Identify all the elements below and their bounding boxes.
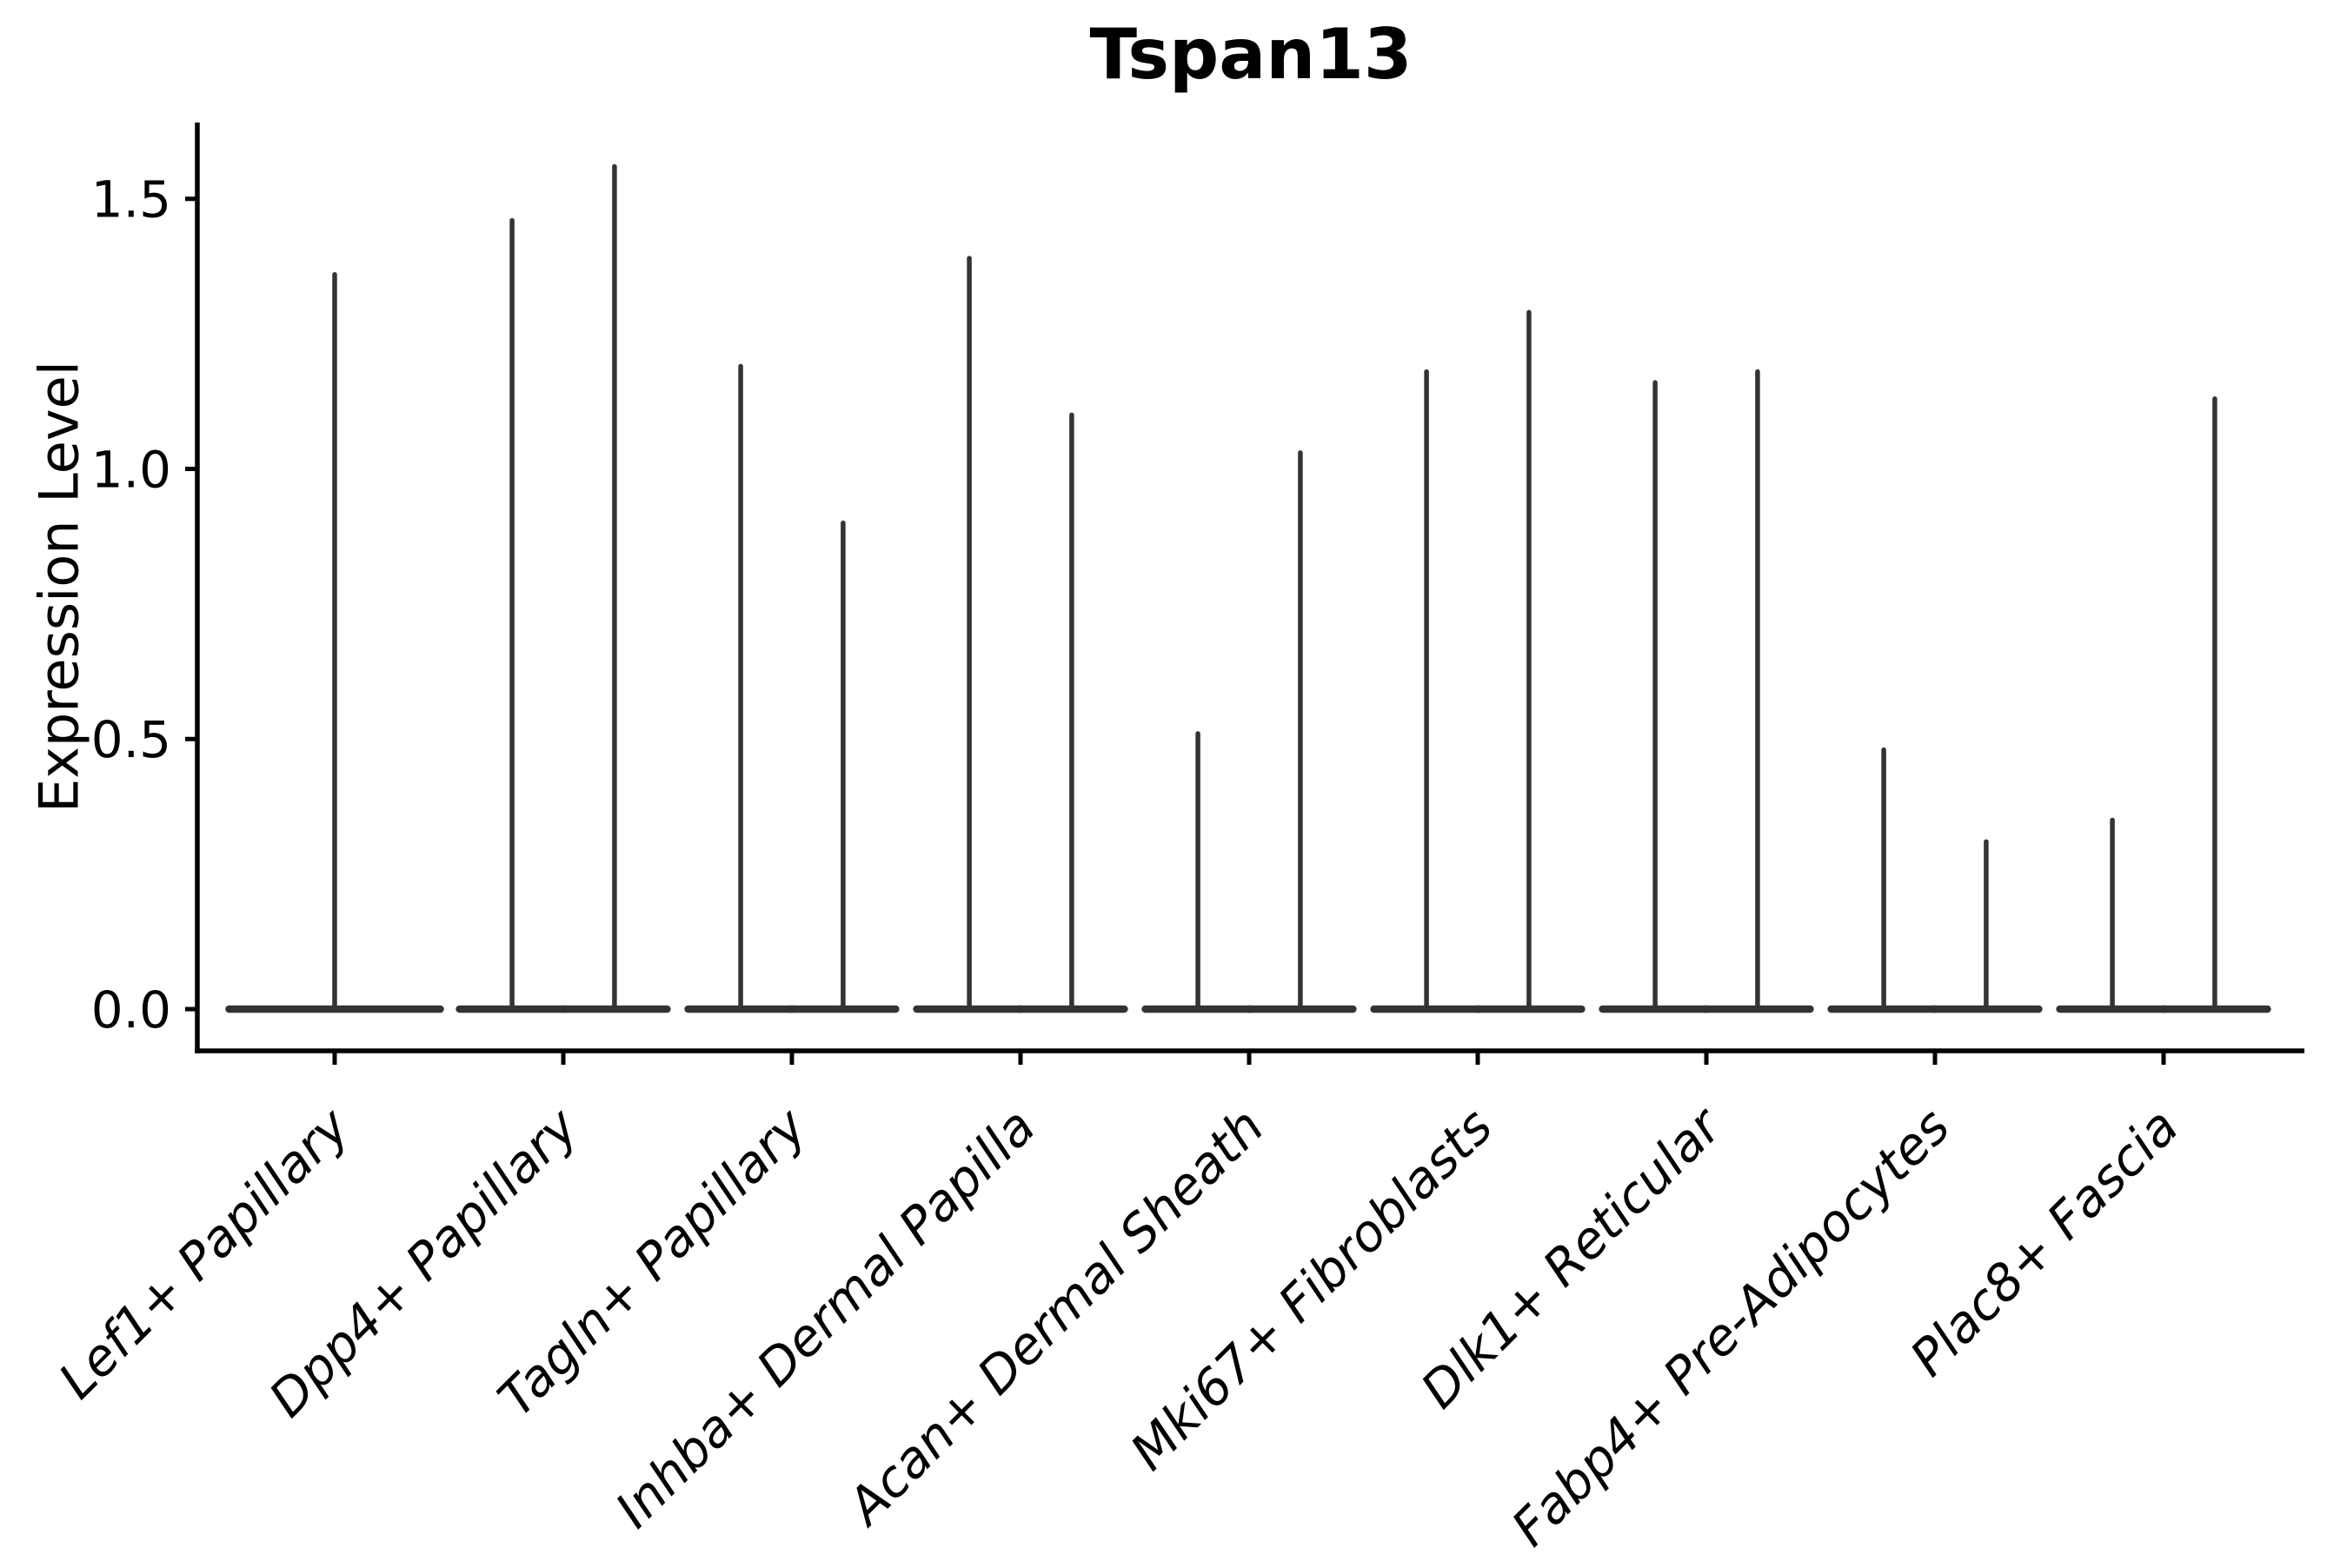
x-tick-label: Acan+ Dermal Sheath (834, 1097, 1275, 1538)
x-tick-label: Inhba+ Dermal Papilla (604, 1097, 1047, 1539)
y-tick-label: 0.0 (91, 980, 171, 1040)
y-axis-label: Expression Level (27, 361, 91, 813)
y-tick-label: 0.5 (91, 710, 171, 769)
y-tick-label: 1.0 (91, 440, 171, 499)
x-tick-label: Fabp4+ Pre-Adipocytes (1500, 1097, 1961, 1558)
y-tick-label: 1.5 (91, 170, 171, 229)
chart-title: Tspan13 (1089, 14, 1413, 95)
